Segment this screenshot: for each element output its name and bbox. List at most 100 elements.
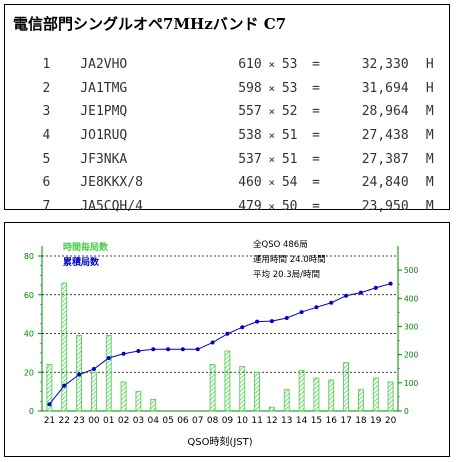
x-tick-label: 12 (266, 416, 277, 426)
times-symbol: × (268, 129, 276, 143)
hourly-bar (135, 391, 142, 412)
cumulative-point (299, 310, 304, 315)
callsign: JF3NKA (80, 151, 128, 167)
cumulative-point (77, 372, 82, 377)
score: 28,964 (361, 104, 409, 120)
score: 27,387 (361, 151, 409, 167)
cumulative-point (136, 348, 141, 353)
x-tick-label: 22 (59, 416, 70, 426)
hourly-bar (254, 371, 260, 412)
x-tick-label: 16 (326, 416, 338, 426)
right-tick-label: 400 (404, 294, 419, 303)
cumulative-point (269, 319, 274, 324)
x-tick-label: 09 (222, 416, 234, 426)
info-text: 平均 20.3局/時間 (253, 269, 320, 280)
category: H (425, 80, 434, 96)
multiplier: 53 (281, 57, 298, 73)
cumulative-point (388, 281, 393, 286)
callsign: JO1RUQ (80, 128, 128, 144)
x-tick-label: 17 (340, 416, 351, 426)
x-tick-label: 01 (103, 416, 114, 426)
left-tick-label: 40 (24, 330, 34, 339)
score: 31,694 (361, 80, 409, 96)
qso-count: 460 (238, 175, 262, 191)
cumulative-point (240, 325, 245, 330)
hourly-bar (120, 381, 127, 412)
cumulative-point (225, 331, 230, 336)
chart-panel: 0 20 40 60 80 0 100 200 300 400 500 21 22 23 00 01 02 03 0… (4, 222, 450, 457)
rank-position: 2 (42, 80, 51, 96)
left-tick-label: 0 (29, 407, 34, 416)
ranking-row: 2 JA1TMG 598 × 53 = 31,694 H (5, 77, 451, 101)
x-tick-label: 10 (237, 416, 249, 426)
hourly-bar (372, 377, 379, 412)
times-symbol: × (268, 58, 276, 72)
multiplier: 51 (281, 151, 298, 167)
ranking-row: 4 JO1RUQ 538 × 51 = 27,438 M (5, 124, 451, 148)
x-tick-label: 19 (370, 416, 382, 426)
qso-count: 537 (238, 151, 262, 167)
ranking-table: 1 JA2VHO 610 × 53 = 32,330 H 2 JA1TMG 598 × 53 = 31,69… (5, 53, 451, 218)
qso-count: 610 (238, 57, 262, 73)
times-symbol: × (268, 81, 276, 95)
x-tick-label: 00 (88, 416, 100, 426)
hourly-bar (150, 398, 157, 412)
qso-count: 557 (238, 104, 262, 120)
x-tick-label: 20 (385, 416, 397, 426)
legend-cumulative: 累積局数 (63, 256, 100, 268)
score: 23,950 (361, 198, 409, 214)
hourly-bar (328, 379, 335, 412)
ranking-row: 1 JA2VHO 610 × 53 = 32,330 H (5, 53, 451, 77)
hourly-bar (313, 377, 320, 412)
category: M (425, 175, 434, 191)
rank-position: 5 (42, 151, 51, 167)
cumulative-point (255, 319, 260, 324)
cumulative-point (329, 300, 334, 305)
equals-symbol: = (312, 151, 320, 167)
score: 24,840 (361, 175, 409, 191)
multiplier: 52 (281, 104, 298, 120)
right-tick-label: 200 (404, 351, 419, 360)
x-tick-label: 05 (162, 416, 173, 426)
rank-position: 1 (42, 57, 51, 73)
hourly-bar (46, 364, 53, 412)
right-tick-label: 500 (404, 266, 419, 275)
left-tick-label: 80 (24, 252, 34, 261)
category: M (425, 198, 434, 214)
hourly-bar (209, 364, 216, 412)
right-tick-label: 100 (404, 379, 419, 388)
right-tick-label: 0 (404, 407, 409, 416)
x-tick-label: 07 (192, 416, 203, 426)
category: M (425, 151, 434, 167)
cumulative-point (166, 347, 171, 352)
hourly-bar (105, 335, 112, 412)
multiplier: 54 (281, 175, 298, 191)
cumulative-point (210, 340, 215, 345)
hourly-bar (91, 371, 97, 412)
hourly-bar (387, 381, 394, 412)
info-text: 運用時間 24.0時間 (253, 255, 326, 265)
cumulative-point (62, 383, 67, 388)
callsign: JA5CQH/4 (80, 198, 143, 214)
cumulative-point (47, 402, 52, 407)
times-symbol: × (268, 176, 276, 190)
cumulative-point (314, 305, 319, 310)
rank-position: 6 (42, 175, 51, 191)
cumulative-point (284, 316, 289, 320)
x-tick-label: 18 (355, 416, 367, 426)
callsign: JA2VHO (80, 57, 128, 73)
qso-count: 538 (238, 128, 262, 144)
hourly-bar (61, 282, 68, 412)
ranking-title: 電信部門シングルオペ7MHzバンド C7 (13, 15, 287, 33)
ranking-row: 5 JF3NKA 537 × 51 = 27,387 M (5, 147, 451, 171)
cumulative-point (344, 293, 349, 298)
left-tick-label: 60 (24, 291, 34, 300)
rank-position: 3 (42, 104, 51, 120)
hourly-bar (224, 350, 231, 412)
qso-count: 598 (238, 80, 262, 96)
cumulative-point (358, 290, 363, 295)
left-tick-label: 20 (24, 368, 34, 377)
x-tick-label: 04 (148, 416, 160, 426)
x-tick-label: 11 (251, 416, 262, 426)
x-tick-label: 14 (296, 416, 308, 426)
